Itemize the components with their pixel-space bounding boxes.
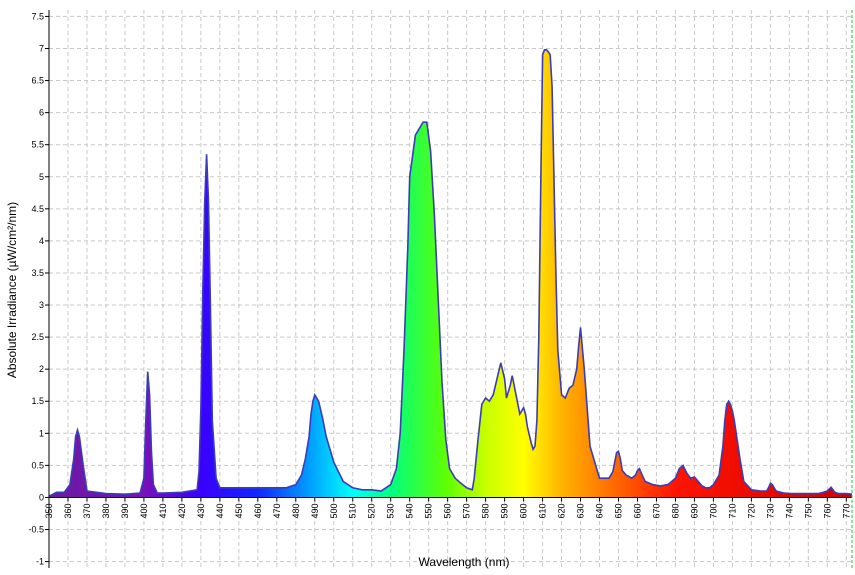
y-tick-label: 0 [39,492,44,502]
x-tick-labels: 350 360 370 380 390 400 410 420 430 440 450 460 470 4… [44,497,851,518]
x-tick-label: 380 [101,503,111,518]
x-tick-label: 430 [196,503,206,518]
x-tick-label: 500 [329,503,339,518]
y-tick-label: 7.5 [31,11,44,21]
x-tick-label: 630 [576,503,586,518]
x-tick-label: 420 [177,503,187,518]
x-tick-label: 520 [367,503,377,518]
x-tick-label: 720 [746,503,756,518]
x-tick-label: 730 [765,503,775,518]
x-tick-label: 440 [215,503,225,518]
x-axis-title: Wavelength (nm) [419,555,510,569]
y-tick-label: 4 [39,236,44,246]
x-tick-label: 400 [139,503,149,518]
x-tick-label: 640 [595,503,605,518]
y-tick-label: 7 [39,43,44,53]
x-tick-label: 470 [272,503,282,518]
x-tick-label: 480 [291,503,301,518]
x-tick-label: 610 [538,503,548,518]
x-tick-label: 530 [386,503,396,518]
x-tick-label: 710 [727,503,737,518]
y-tick-label: 3 [39,300,44,310]
x-tick-label: 570 [462,503,472,518]
x-tick-label: 460 [253,503,263,518]
y-tick-label: 3.5 [31,268,44,278]
x-tick-label: 690 [689,503,699,518]
x-tick-label: 700 [708,503,718,518]
x-tick-label: 450 [234,503,244,518]
y-tick-label: 4.5 [31,204,44,214]
x-tick-label: 750 [803,503,813,518]
spectrum-line [48,49,853,497]
spectrum-area [49,49,852,498]
x-tick-label: 760 [822,503,832,518]
x-tick-label: 370 [82,503,92,518]
y-tick-label: 6 [39,108,44,118]
y-tick-label: -1 [36,557,44,567]
x-tick-label: 660 [632,503,642,518]
x-tick-label: 580 [481,503,491,518]
x-tick-label: 670 [651,503,661,518]
y-tick-labels: -1 -0.5 0 0.5 1 1.5 2 2.5 3 3.5 4 4.5 5 5.5 6 6.5 7 7.5 [28,11,49,567]
y-tick-label: 1.5 [31,396,44,406]
y-tick-label: 1 [39,428,44,438]
x-tick-label: 390 [120,503,130,518]
x-tick-label: 410 [158,503,168,518]
y-tick-label: 5 [39,172,44,182]
x-tick-label: 540 [405,503,415,518]
x-tick-label: 770 [841,503,851,518]
y-tick-label: 6.5 [31,76,44,86]
x-tick-label: 740 [784,503,794,518]
x-tick-label: 600 [519,503,529,518]
y-tick-label: 2.5 [31,332,44,342]
y-axis-title: Absolute Irradiance (µW/cm²/nm) [5,202,19,378]
x-tick-label: 360 [63,503,73,518]
x-tick-label: 680 [670,503,680,518]
x-tick-label: 650 [614,503,624,518]
y-tick-label: -0.5 [28,525,44,535]
x-tick-label: 350 [44,503,54,518]
y-tick-label: 2 [39,364,44,374]
x-tick-label: 560 [443,503,453,518]
y-tick-label: 0.5 [31,460,44,470]
x-tick-label: 490 [310,503,320,518]
y-tick-label: 5.5 [31,140,44,150]
x-tick-label: 620 [557,503,567,518]
x-tick-label: 550 [424,503,434,518]
x-tick-label: 590 [500,503,510,518]
x-tick-label: 510 [348,503,358,518]
